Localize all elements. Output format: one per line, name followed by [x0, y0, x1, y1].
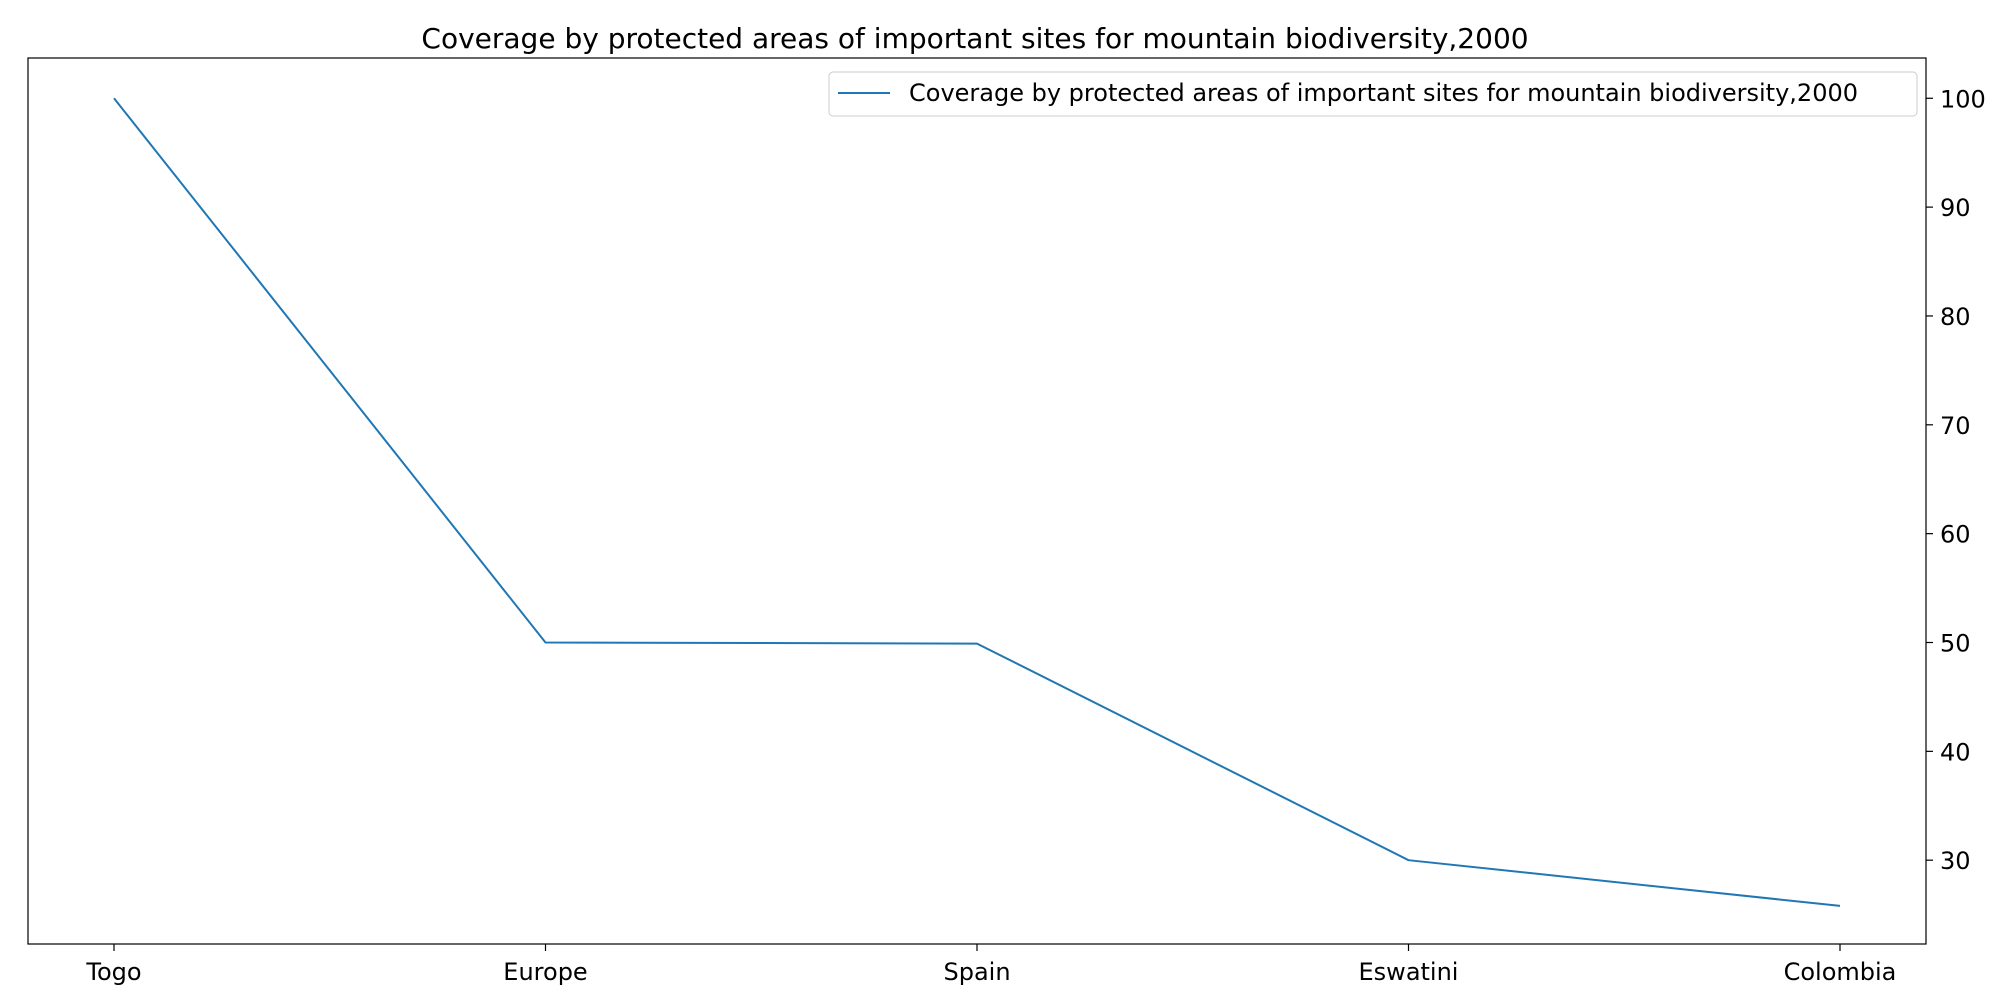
y-tick-label: 30 — [1940, 847, 1971, 875]
x-axis: Togo Europe Spain Eswatini Colombia — [85, 944, 1896, 986]
y-tick-label: 90 — [1940, 194, 1971, 222]
legend-box — [828, 71, 1918, 117]
x-tick-label: Colombia — [1784, 958, 1897, 986]
y-tick-label: 40 — [1940, 738, 1971, 766]
y-tick-label: 70 — [1940, 412, 1971, 440]
x-tick-label: Eswatini — [1359, 958, 1459, 986]
legend-label: Coverage by protected areas of important… — [909, 79, 1858, 107]
legend: Coverage by protected areas of important… — [828, 71, 1918, 117]
x-tick-label: Europe — [503, 958, 587, 986]
chart-title: Coverage by protected areas of important… — [421, 22, 1528, 55]
x-tick-label: Spain — [943, 958, 1010, 986]
series-line — [113, 97, 1841, 907]
plot-area-frame — [27, 57, 1927, 945]
series-layer — [113, 97, 1841, 907]
y-axis: 30 40 50 60 70 80 90 100 — [1926, 85, 1986, 875]
x-tick-label: Togo — [85, 958, 141, 986]
y-tick-label: 80 — [1940, 303, 1971, 331]
y-tick-label: 50 — [1940, 629, 1971, 657]
y-tick-label: 60 — [1940, 521, 1971, 549]
y-tick-label: 100 — [1940, 85, 1986, 113]
